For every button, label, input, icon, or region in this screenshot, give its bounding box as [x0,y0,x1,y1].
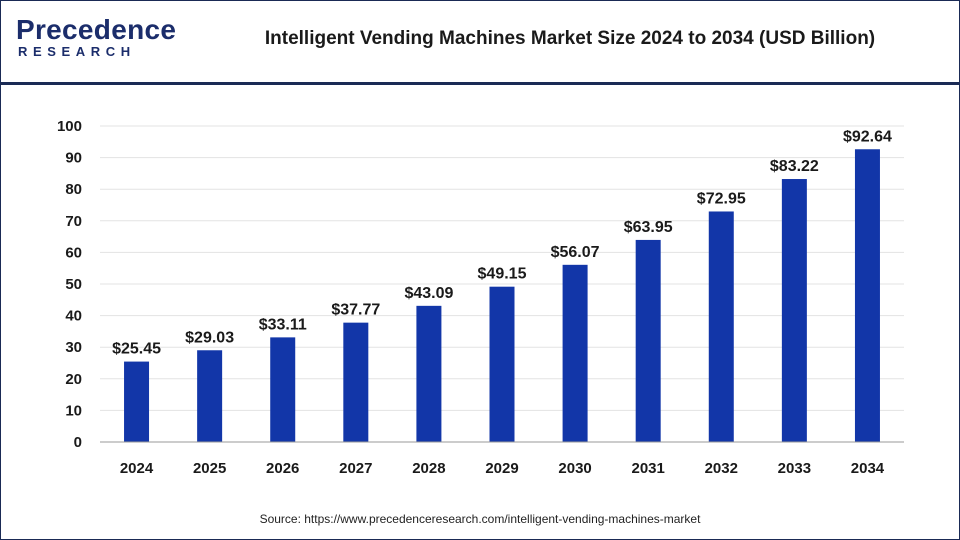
y-tick-label: 30 [65,339,82,356]
y-tick-label: 100 [57,118,82,135]
data-labels: $25.45 $29.03 $33.11 $37.77 $43.09 $49.15 $56.… [112,128,892,357]
bar-2026 [270,337,296,442]
page-title: Intelligent Vending Machines Market Size… [264,28,876,49]
y-tick-label: 50 [65,276,82,293]
data-label: $49.15 [478,266,527,283]
data-label: $25.45 [112,341,161,358]
x-tick-label: 2033 [778,460,811,477]
x-tick-label: 2034 [851,460,885,477]
x-axis: 2024 2025 2026 2027 2028 2029 2030 2031 2032 2033… [100,441,904,477]
y-tick-label: 70 [65,213,82,230]
bar-2033 [781,179,807,442]
data-label: $33.11 [259,316,307,333]
x-tick-label: 2032 [705,460,738,477]
precedence-research-logo: Precedence RESEARCH [14,14,176,64]
data-label: $83.22 [770,158,819,175]
x-tick-label: 2029 [485,460,518,477]
bar-2034 [854,149,880,442]
x-tick-label: 2030 [558,460,591,477]
y-axis: 0 10 20 30 40 50 60 70 80 90 100 [57,118,82,451]
data-label: $56.07 [551,244,600,261]
bar-2028 [416,305,442,442]
data-label: $43.09 [404,285,453,302]
x-tick-label: 2031 [631,460,664,477]
y-tick-label: 80 [65,181,82,198]
data-label: $29.03 [185,329,234,346]
x-tick-label: 2028 [412,460,445,477]
bar-2032 [708,211,734,442]
x-tick-label: 2025 [193,460,226,477]
data-label: $92.64 [843,128,892,145]
data-label: $63.95 [624,219,673,236]
bar-2024 [124,361,150,442]
logo-wordmark: Precedence [16,14,177,45]
bar-2027 [343,322,369,442]
y-tick-label: 90 [65,150,82,167]
bar-2029 [489,286,515,442]
bars [124,149,880,442]
x-tick-label: 2027 [339,460,372,477]
x-tick-label: 2026 [266,460,299,477]
logo-swoosh-icon [14,14,164,64]
logo-subtitle: RESEARCH [18,44,136,59]
y-tick-label: 10 [65,402,82,419]
source-note: Source: https://www.precedenceresearch.c… [259,512,701,526]
x-tick-label: 2024 [120,460,154,477]
y-tick-label: 60 [65,244,82,261]
y-tick-label: 0 [74,434,82,451]
bar-2031 [635,239,661,442]
header: Precedence RESEARCH Intelligent Vending … [0,0,960,85]
y-tick-label: 40 [65,308,82,325]
bar-2030 [562,264,588,442]
y-tick-label: 20 [65,371,82,388]
bar-2025 [197,350,223,442]
data-label: $37.77 [331,302,380,319]
data-label: $72.95 [697,190,746,207]
